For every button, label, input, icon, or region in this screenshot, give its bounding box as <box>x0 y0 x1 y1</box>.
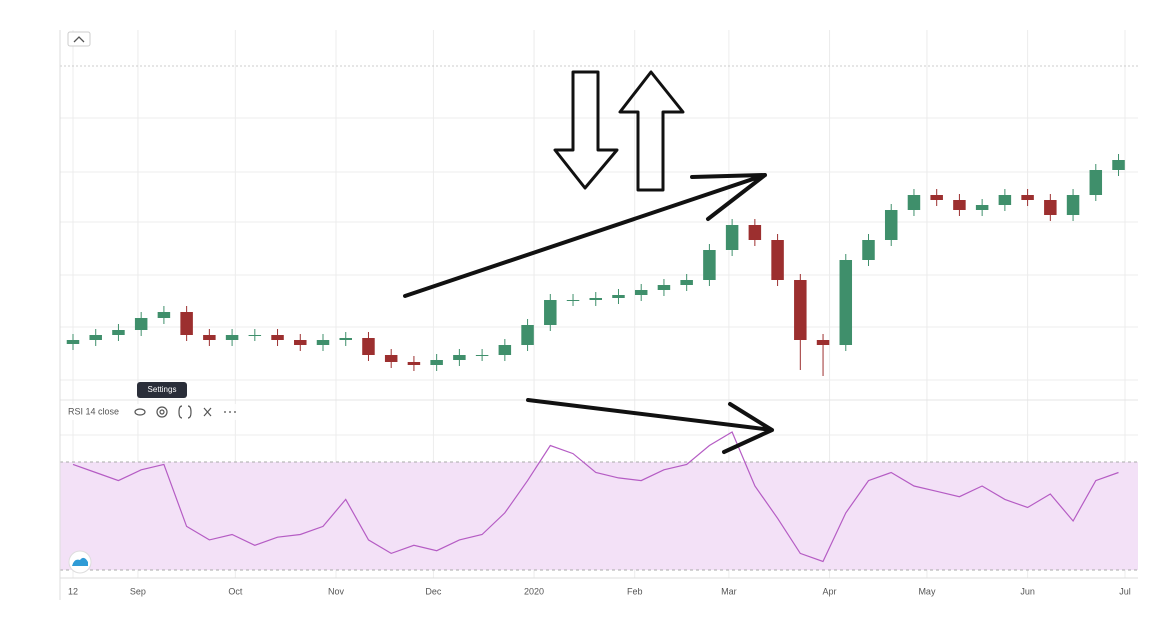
candle-body <box>680 280 693 285</box>
x-tick-label: Mar <box>721 586 737 596</box>
candle-body <box>816 340 830 345</box>
annotation-arrow <box>526 398 774 454</box>
candle-body <box>884 210 898 240</box>
chevron-icon <box>73 36 85 43</box>
candle-body <box>180 312 193 335</box>
candle-body <box>1112 160 1125 170</box>
candle-body <box>862 240 875 260</box>
candle-body <box>248 335 262 336</box>
candle-body <box>294 340 307 345</box>
candle-body <box>112 330 125 335</box>
annotation-arrow <box>403 173 767 298</box>
candle-body <box>521 325 534 345</box>
candle-body <box>907 195 921 210</box>
logo-icon <box>72 557 88 566</box>
candle-body <box>89 335 102 340</box>
candle-body <box>930 195 943 200</box>
candle-body <box>1089 170 1103 195</box>
candle-body <box>271 335 284 340</box>
candle-body <box>384 355 398 362</box>
legend-icons <box>134 405 236 419</box>
candle-body <box>771 240 784 280</box>
candle-body <box>66 340 80 344</box>
eye-icon[interactable] <box>134 408 146 416</box>
close-icon[interactable] <box>203 407 212 417</box>
candle-body <box>794 280 807 340</box>
down-arrow-icon <box>553 70 619 190</box>
tooltip-text: Settings <box>148 385 177 394</box>
x-tick-label: 12 <box>68 586 78 596</box>
candle-body <box>589 298 603 300</box>
candle-body <box>203 335 216 340</box>
tooltip <box>137 382 187 398</box>
candle-body <box>703 250 716 280</box>
x-tick-label: Sep <box>130 586 146 596</box>
candle-body <box>748 225 762 240</box>
candle-body <box>1044 200 1057 215</box>
x-tick-label: Feb <box>627 586 643 596</box>
candle-body <box>544 300 557 325</box>
x-tick-label: May <box>918 586 936 596</box>
settings-icon[interactable] <box>156 406 168 418</box>
legend-box <box>62 404 242 420</box>
candle-body <box>1021 195 1034 200</box>
x-tick-label: Dec <box>425 586 442 596</box>
candle-body <box>566 300 580 301</box>
candle-body <box>225 335 239 340</box>
x-tick-label: Apr <box>823 586 837 596</box>
x-tick-label: Jun <box>1020 586 1035 596</box>
rsi-line <box>72 431 1119 563</box>
candle-body <box>407 362 421 365</box>
source-icon[interactable] <box>178 405 192 419</box>
x-tick-label: Oct <box>228 586 243 596</box>
candle-body <box>362 338 375 355</box>
rsi-band <box>60 462 1138 570</box>
settings-icon-core <box>159 409 165 415</box>
candle-body <box>339 338 352 340</box>
candle-body <box>498 345 512 355</box>
candle-body <box>612 295 625 298</box>
candle-body <box>475 355 489 356</box>
candle-body <box>839 260 853 345</box>
candle-body <box>316 340 330 345</box>
x-tick-label: Jul <box>1119 586 1131 596</box>
up-arrow-icon <box>618 70 685 192</box>
candle-body <box>157 312 171 318</box>
collapse-button[interactable] <box>67 31 91 47</box>
candle-body <box>998 195 1012 205</box>
candle-body <box>1066 195 1080 215</box>
candle-body <box>134 318 148 330</box>
candle-body <box>657 285 671 290</box>
annotations <box>403 70 774 454</box>
candle-body <box>975 205 989 210</box>
marks <box>66 154 1125 563</box>
candle-body <box>430 360 443 365</box>
x-tick-label: Nov <box>328 586 345 596</box>
candle-body <box>953 200 966 210</box>
candle-body <box>453 355 466 360</box>
candle-body <box>634 290 648 295</box>
x-tick-label: 2020 <box>524 586 544 596</box>
candle-body <box>725 225 739 250</box>
indicator-name: RSI 14 close <box>68 406 119 416</box>
